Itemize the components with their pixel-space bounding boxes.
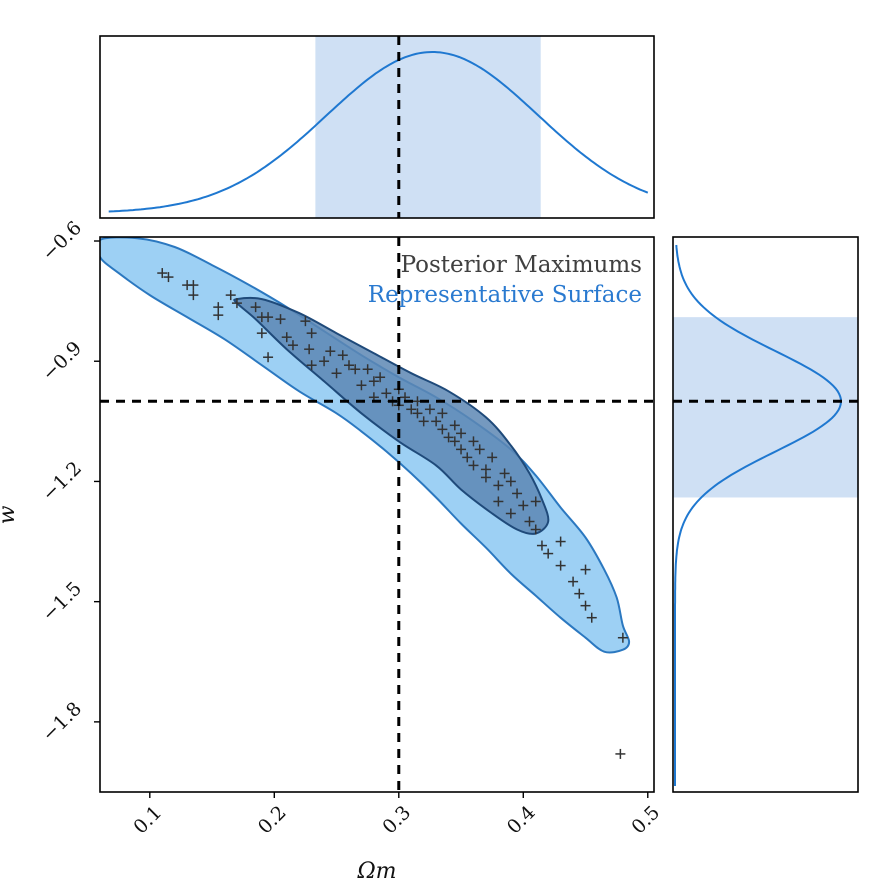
posterior-maximum-marker xyxy=(468,436,479,447)
y-axis-label: w xyxy=(0,505,20,524)
y-tick-label: −1.2 xyxy=(38,457,86,505)
right-marginal-frame xyxy=(672,236,859,793)
posterior-maximum-marker xyxy=(555,536,566,547)
posterior-maximum-marker xyxy=(350,364,361,375)
posterior-maximum-points xyxy=(157,268,628,759)
posterior-maximum-marker xyxy=(225,290,236,301)
posterior-maximum-marker xyxy=(437,424,448,435)
x-axis-ticks: 0.1 0.2 0.3 0.4 0.5 xyxy=(129,792,664,838)
posterior-maximum-marker xyxy=(456,428,467,439)
x-tick-label: 0.5 xyxy=(627,802,664,839)
posterior-maximum-marker xyxy=(505,508,516,519)
y-tick-label: −1.8 xyxy=(38,698,86,746)
y-tick-label: −1.5 xyxy=(38,578,86,626)
legend: Posterior Maximums Representative Surfac… xyxy=(368,252,642,308)
posterior-maximum-marker xyxy=(568,576,579,587)
posterior-maximum-marker xyxy=(580,564,591,575)
x-tick-label: 0.3 xyxy=(378,802,415,839)
posterior-maximum-marker xyxy=(306,360,317,371)
posterior-maximum-marker xyxy=(325,346,336,357)
inner-contour xyxy=(233,296,550,535)
posterior-maximum-marker xyxy=(331,368,342,379)
posterior-maximum-marker xyxy=(188,290,199,301)
posterior-maximum-marker xyxy=(512,488,523,499)
posterior-maximum-marker xyxy=(304,344,315,355)
right-marginal-panel xyxy=(672,236,859,793)
x-axis-label: Ωm xyxy=(356,859,396,884)
top-marginal-panel xyxy=(99,35,655,219)
posterior-maximum-marker xyxy=(250,302,261,313)
posterior-maximum-marker xyxy=(406,404,417,415)
posterior-maximum-marker xyxy=(480,472,491,483)
top-marginal-frame xyxy=(99,35,655,219)
posterior-maximum-marker xyxy=(381,388,392,399)
x-tick-label: 0.4 xyxy=(503,802,540,839)
posterior-maximum-marker xyxy=(431,416,442,427)
posterior-maximum-marker xyxy=(275,314,286,325)
x-tick-label: 0.2 xyxy=(254,802,291,839)
posterior-maximum-marker xyxy=(574,588,585,599)
posterior-maximum-marker xyxy=(263,352,274,363)
posterior-maximum-marker xyxy=(530,496,541,507)
legend-entry-posterior-maximums: Posterior Maximums xyxy=(401,252,642,278)
posterior-maximum-marker xyxy=(343,360,354,371)
posterior-maximum-marker xyxy=(256,328,267,339)
posterior-maximum-marker xyxy=(518,500,529,511)
posterior-maximum-marker xyxy=(449,420,460,431)
posterior-maximum-marker xyxy=(412,408,423,419)
posterior-maximum-marker xyxy=(300,316,311,327)
posterior-maximum-marker xyxy=(505,476,516,487)
posterior-maximum-marker xyxy=(543,548,554,559)
posterior-maximum-marker xyxy=(213,310,224,321)
top-marginal-curve xyxy=(108,51,649,213)
posterior-maximum-marker xyxy=(281,332,292,343)
posterior-maximum-marker xyxy=(263,312,274,323)
posterior-maximum-marker xyxy=(356,380,367,391)
posterior-maximum-marker xyxy=(468,460,479,471)
posterior-maximum-marker xyxy=(493,496,504,507)
posterior-maximum-marker xyxy=(586,612,597,623)
posterior-maximum-marker xyxy=(375,372,386,383)
y-tick-label: −0.9 xyxy=(38,337,86,385)
right-marginal-curve xyxy=(674,244,843,786)
x-tick-label: 0.1 xyxy=(129,802,166,839)
posterior-maximum-marker xyxy=(157,268,168,279)
posterior-maximum-marker xyxy=(337,350,348,361)
top-marginal-band xyxy=(315,36,541,218)
posterior-maximum-marker xyxy=(487,452,498,463)
posterior-maximum-marker xyxy=(424,404,435,415)
posterior-maximum-marker xyxy=(188,280,199,291)
posterior-maximum-marker xyxy=(617,632,628,643)
posterior-maximum-marker xyxy=(580,600,591,611)
posterior-maximum-marker xyxy=(456,444,467,455)
right-marginal-band xyxy=(673,317,858,498)
posterior-maximum-marker xyxy=(163,272,174,283)
posterior-maximum-marker xyxy=(555,560,566,571)
y-tick-label: −0.6 xyxy=(38,217,86,265)
main-panel: 0.1 0.2 0.3 0.4 0.5 −0.6 −0.9 −1.2 −1.5 −1.8 Pos… xyxy=(0,217,664,884)
posterior-maximum-marker xyxy=(499,468,510,479)
posterior-maximum-marker xyxy=(474,444,485,455)
main-frame xyxy=(99,236,655,793)
posterior-maximum-marker xyxy=(493,480,504,491)
posterior-maximum-marker xyxy=(437,408,448,419)
posterior-maximum-marker xyxy=(524,516,535,527)
posterior-maximum-marker xyxy=(536,540,547,551)
posterior-maximum-marker xyxy=(362,364,373,375)
posterior-maximum-marker xyxy=(443,432,454,443)
y-axis-ticks: −0.6 −0.9 −1.2 −1.5 −1.8 xyxy=(38,217,100,746)
posterior-maximum-marker xyxy=(418,416,429,427)
posterior-maximum-marker xyxy=(287,340,298,351)
posterior-maximum-marker xyxy=(231,298,242,309)
posterior-maximum-marker xyxy=(462,452,473,463)
posterior-maximum-marker xyxy=(530,524,541,535)
legend-entry-representative-surface: Representative Surface xyxy=(368,282,642,308)
posterior-maximum-marker xyxy=(319,356,330,367)
posterior-maximum-marker xyxy=(615,748,626,759)
posterior-maximum-marker xyxy=(368,376,379,387)
posterior-maximum-marker xyxy=(306,328,317,339)
posterior-maximum-marker xyxy=(449,436,460,447)
